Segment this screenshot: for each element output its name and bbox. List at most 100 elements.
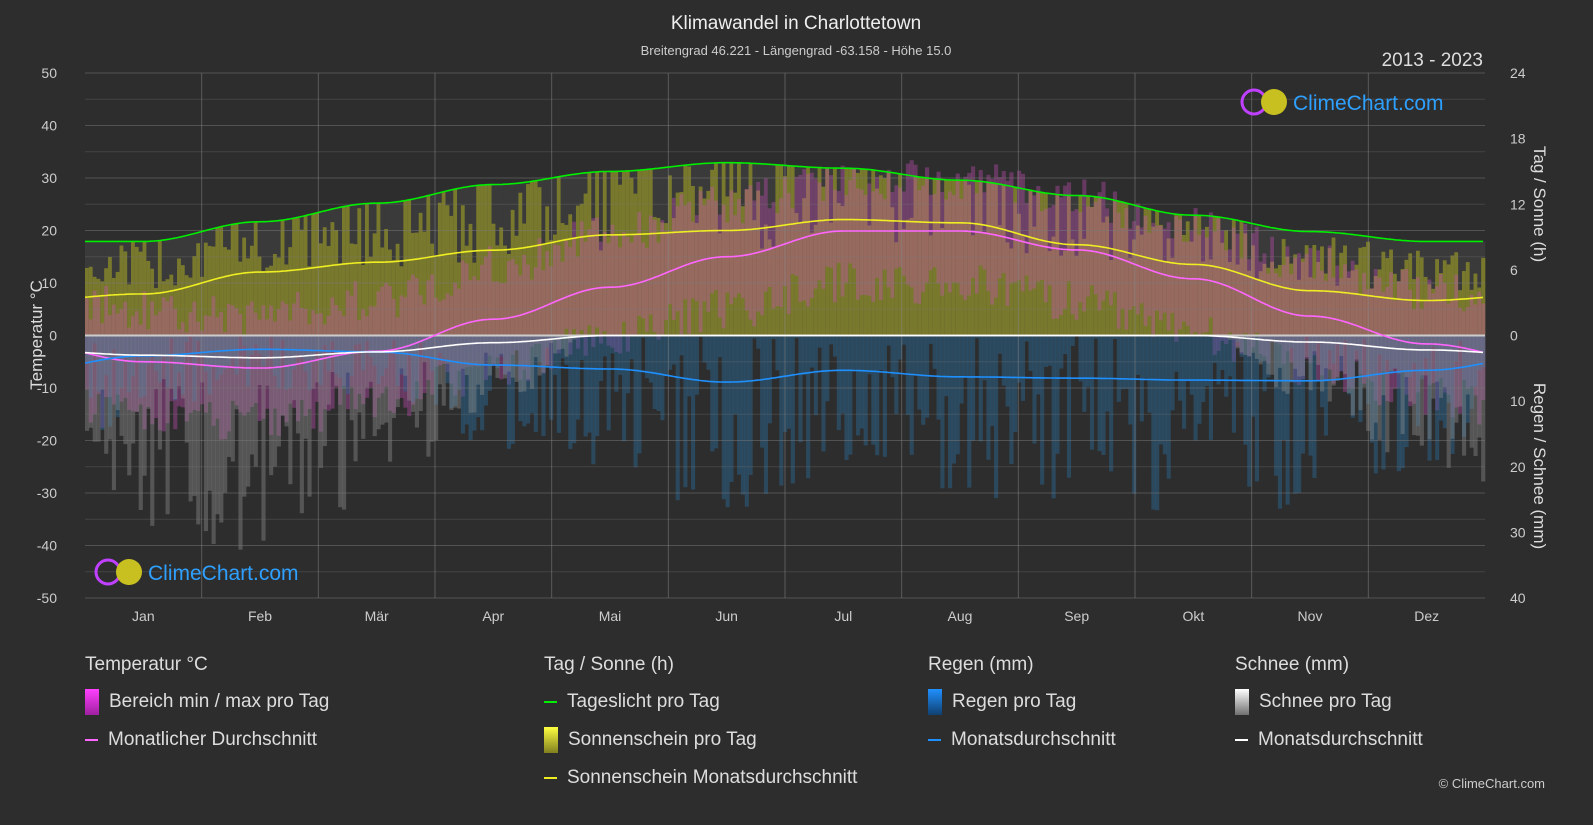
snow-bar (499, 335, 504, 354)
rain-bar (1373, 335, 1378, 474)
temp-range-bar (1343, 264, 1348, 392)
sunshine-bar (472, 262, 477, 336)
rain-bar (1243, 335, 1248, 445)
sunshine-bar (714, 162, 719, 336)
temp-range-bar (1066, 182, 1072, 282)
sunshine-bar (150, 268, 155, 336)
sunshine-bar (1254, 278, 1259, 336)
rain-bar (154, 335, 159, 372)
sunshine-bar (537, 187, 542, 336)
temp-range-bar (978, 170, 983, 266)
sunshine-bar (242, 237, 247, 336)
sunshine-bar (955, 180, 960, 336)
rain-bar (1285, 335, 1290, 505)
sunshine-bar (629, 177, 634, 336)
rain-bar (598, 335, 604, 381)
sunshine-bar (1435, 259, 1440, 336)
snow-bar (1320, 335, 1325, 392)
y-right-bottom-tick: 40 (1510, 590, 1526, 606)
temp-range-bar (894, 185, 899, 269)
rain-bar (1431, 335, 1436, 348)
rain-bar (748, 335, 753, 475)
temp-range-bar (901, 191, 907, 276)
snow-swatch (1235, 689, 1249, 715)
snow-bar (104, 335, 109, 454)
sunshine-bar (967, 184, 972, 336)
rain-bar (357, 335, 362, 344)
rain-bar (886, 335, 891, 346)
snow-bar (334, 335, 339, 386)
rain-bar (1216, 335, 1221, 385)
rain-bar (767, 335, 772, 424)
sunshine-bar (157, 240, 163, 336)
sunshine-bar (1389, 249, 1394, 336)
temp-range-bar (813, 178, 818, 289)
brand-logo-bottom[interactable]: ClimeChart.com (94, 558, 299, 586)
temp-range-bar (150, 301, 155, 425)
sunshine-bar (1181, 235, 1187, 336)
sunshine-bar (372, 233, 377, 336)
temp-range-bar (645, 247, 650, 332)
temp-range-bar (1174, 216, 1179, 342)
snow-bar (234, 335, 239, 410)
sunshine-bar (1066, 195, 1072, 336)
snow-bar (349, 335, 354, 421)
sunshine-bar (756, 190, 761, 336)
rain-bar (637, 335, 642, 454)
rain-bar (1151, 335, 1156, 510)
rain-bar (817, 335, 822, 348)
temp-range-bar (575, 256, 581, 349)
series-lines (84, 161, 1485, 383)
sunshine-bar (403, 200, 408, 336)
snow-bar (1274, 335, 1279, 388)
rain-bar (326, 335, 331, 371)
sunshine-bar (1047, 251, 1052, 336)
snow-bar (123, 335, 128, 445)
sunshine-bar (219, 226, 224, 336)
rain-bar (775, 335, 780, 371)
temp-range-bar (1051, 204, 1056, 319)
rain-bar (288, 335, 293, 388)
sunshine-bar (683, 165, 688, 336)
temp-range-bar (552, 244, 558, 339)
x-tick-label: Aug (948, 608, 973, 624)
brand-logo-top[interactable]: ClimeChart.com (1240, 88, 1444, 116)
rain-bar (1481, 335, 1486, 368)
temp-range-bar (322, 324, 327, 410)
rain-bar (414, 335, 419, 399)
sunshine-bar (280, 220, 285, 336)
temp-range-bar (691, 221, 696, 299)
sunshine-bar (1124, 203, 1129, 336)
temp-range-bar (414, 278, 419, 382)
temp-range-bar (568, 247, 573, 355)
snow-bar (418, 335, 423, 412)
rain-bar (1331, 335, 1336, 364)
rain-bar (196, 335, 201, 341)
snow-bar (476, 335, 481, 385)
sunshine-bar (1343, 245, 1348, 336)
snow-bar (1254, 335, 1259, 359)
rain-bar (92, 335, 97, 344)
temp-range-bar (338, 310, 343, 405)
sunshine-bar (779, 165, 784, 336)
temp-range-bar (146, 329, 151, 407)
rain-bar (1419, 335, 1424, 380)
temp-range-bar (821, 200, 826, 289)
rain-bar (714, 335, 719, 449)
snow-bar (1450, 335, 1455, 439)
snow-bar (568, 335, 573, 343)
snow-bar (411, 335, 416, 412)
rain-bar (341, 335, 347, 390)
rain-bar (1170, 335, 1175, 411)
daylight-bar (1369, 236, 1375, 336)
sunshine-bar (1473, 273, 1478, 336)
rain-bar (687, 335, 692, 397)
snow-bar (407, 335, 412, 401)
rain-bar (376, 335, 381, 385)
snow-bar (1331, 335, 1336, 386)
snow-bar (1266, 335, 1271, 375)
rain-bar (1297, 335, 1302, 493)
rain-bar (760, 335, 765, 448)
temp-range-bar (211, 296, 216, 426)
